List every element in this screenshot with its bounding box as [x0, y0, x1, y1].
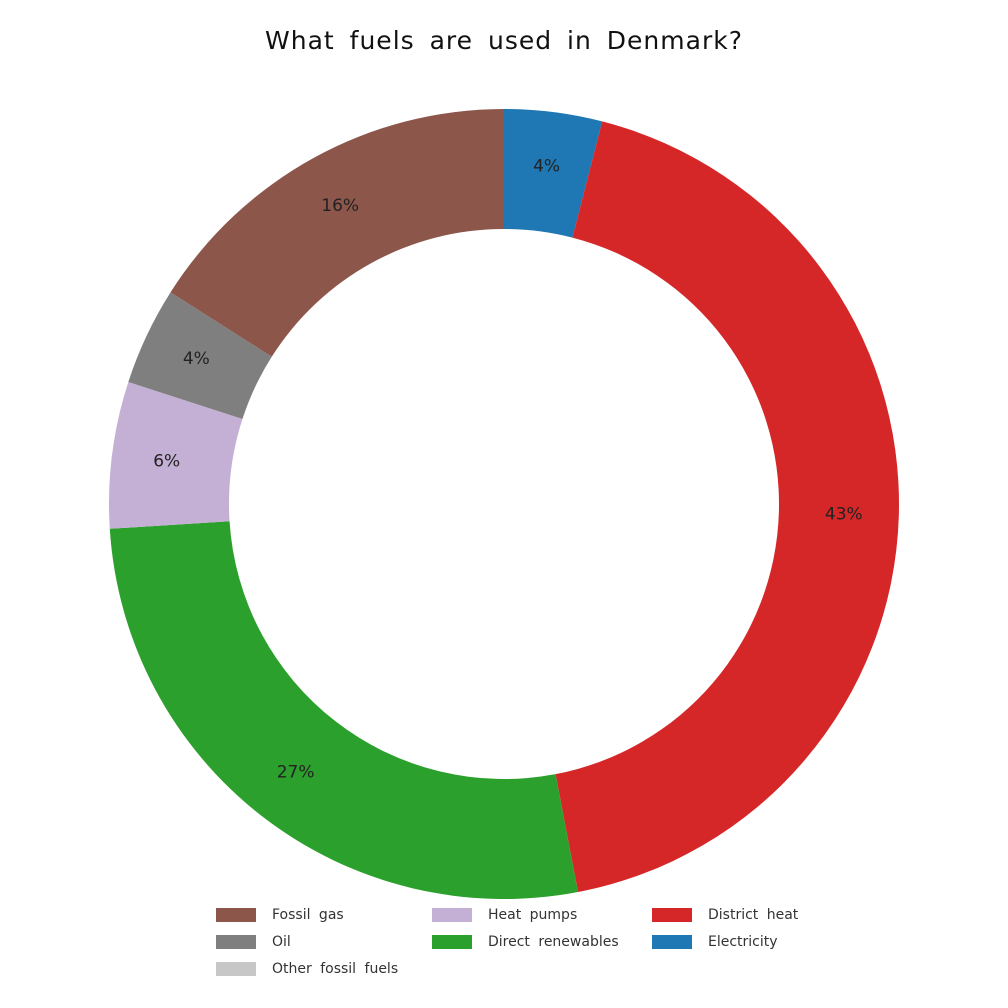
slice-labels: 4% 43% 27% 6% 4% 16%	[153, 157, 863, 783]
legend-swatch-heat-pumps	[432, 908, 472, 922]
slice-label-direct-renewables: 27%	[277, 763, 315, 783]
slice-oil	[128, 292, 272, 420]
legend-swatch-district-heat	[652, 908, 692, 922]
legend-item-oil: Oil	[216, 932, 291, 952]
legend-item-electricity: Electricity	[652, 932, 778, 952]
slice-label-fossil-gas: 16%	[321, 196, 359, 216]
legend-item-direct-renewables: Direct renewables	[432, 932, 619, 952]
legend-item-other-fossil-fuels: Other fossil fuels	[216, 959, 398, 979]
slice-electricity	[504, 109, 603, 238]
legend-item-fossil-gas: Fossil gas	[216, 905, 344, 925]
slice-label-electricity: 4%	[533, 157, 560, 177]
legend-swatch-direct-renewables	[432, 935, 472, 949]
legend-swatch-electricity	[652, 935, 692, 949]
legend-item-district-heat: District heat	[652, 905, 798, 925]
slice-fossil-gas	[170, 109, 504, 357]
legend-swatch-other-fossil-fuels	[216, 962, 256, 976]
legend-label-direct-renewables: Direct renewables	[488, 934, 619, 950]
legend-label-oil: Oil	[272, 934, 291, 950]
slice-district-heat	[555, 121, 899, 893]
legend-swatch-fossil-gas	[216, 908, 256, 922]
chart-title: What fuels are used in Denmark?	[265, 26, 743, 55]
slice-heat-pumps	[109, 381, 243, 529]
legend-label-electricity: Electricity	[708, 934, 778, 950]
legend-label-other-fossil-fuels: Other fossil fuels	[272, 961, 399, 977]
legend-label-heat-pumps: Heat pumps	[488, 907, 578, 923]
legend-label-district-heat: District heat	[708, 907, 799, 923]
slice-label-heat-pumps: 6%	[153, 451, 180, 471]
slice-direct-renewables	[109, 521, 579, 899]
slice-label-district-heat: 43%	[825, 505, 863, 525]
slice-label-oil: 4%	[183, 349, 210, 369]
legend-swatch-oil	[216, 935, 256, 949]
donut-slices	[109, 109, 899, 899]
legend-label-fossil-gas: Fossil gas	[272, 907, 344, 923]
legend-item-heat-pumps: Heat pumps	[432, 905, 577, 925]
